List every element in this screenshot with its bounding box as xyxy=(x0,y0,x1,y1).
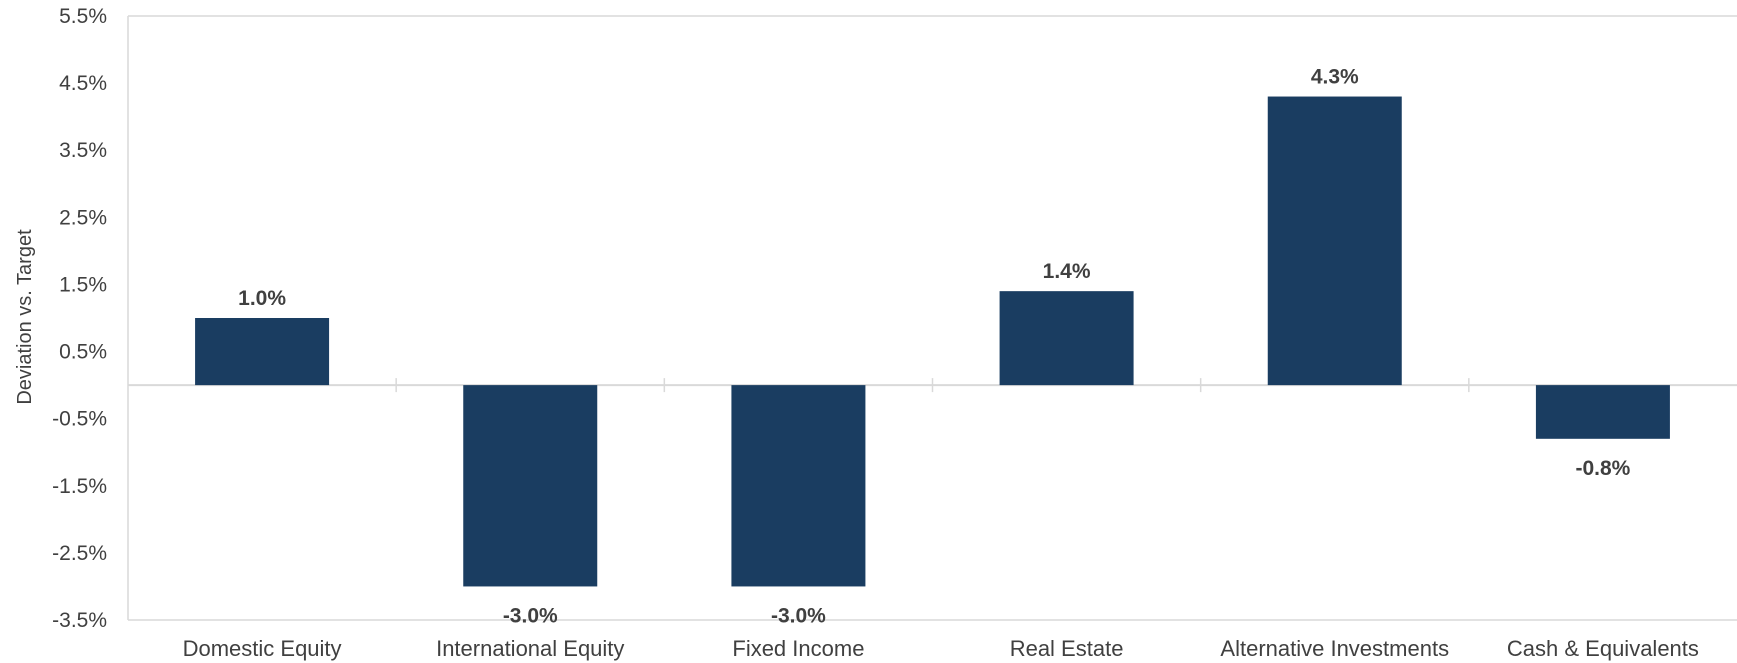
category-label: Fixed Income xyxy=(732,636,864,661)
bar xyxy=(731,385,866,587)
y-tick-label: 0.5% xyxy=(59,341,107,364)
chart-bars xyxy=(195,96,1670,587)
bar xyxy=(1535,385,1670,439)
data-label: 4.3% xyxy=(1311,66,1359,89)
category-label: Alternative Investments xyxy=(1220,636,1449,661)
bar xyxy=(999,291,1134,386)
y-tick-label: 2.5% xyxy=(59,206,107,229)
category-label: Cash & Equivalents xyxy=(1507,636,1699,661)
y-tick-label: 4.5% xyxy=(59,72,107,95)
y-tick-label: 3.5% xyxy=(59,139,107,162)
chart-axes: 5.5% 4.5% 3.5% 2.5% 1.5% 0.5% -0.5% -1.5% -2.5% -… xyxy=(52,5,1737,632)
chart-labels: 1.0% Domestic Equity -3.0% International Eq… xyxy=(183,66,1699,661)
y-tick-label: -1.5% xyxy=(52,475,107,498)
bar xyxy=(1267,96,1402,386)
y-axis-title: Deviation vs. Target xyxy=(14,229,36,405)
category-label: Real Estate xyxy=(1010,636,1124,661)
bar xyxy=(463,385,598,587)
data-label: 1.0% xyxy=(238,287,286,310)
data-label: -3.0% xyxy=(503,604,558,627)
y-tick-label: -0.5% xyxy=(52,408,107,431)
y-tick-label: -3.5% xyxy=(52,609,107,632)
y-tick-label: -2.5% xyxy=(52,542,107,565)
category-label: International Equity xyxy=(436,636,624,661)
bar xyxy=(195,318,330,386)
data-label: 1.4% xyxy=(1043,260,1091,283)
y-tick-label: 5.5% xyxy=(59,5,107,28)
data-label: -3.0% xyxy=(771,604,826,627)
y-tick-label: 1.5% xyxy=(59,273,107,296)
category-label: Domestic Equity xyxy=(183,636,342,661)
data-label: -0.8% xyxy=(1575,457,1630,480)
